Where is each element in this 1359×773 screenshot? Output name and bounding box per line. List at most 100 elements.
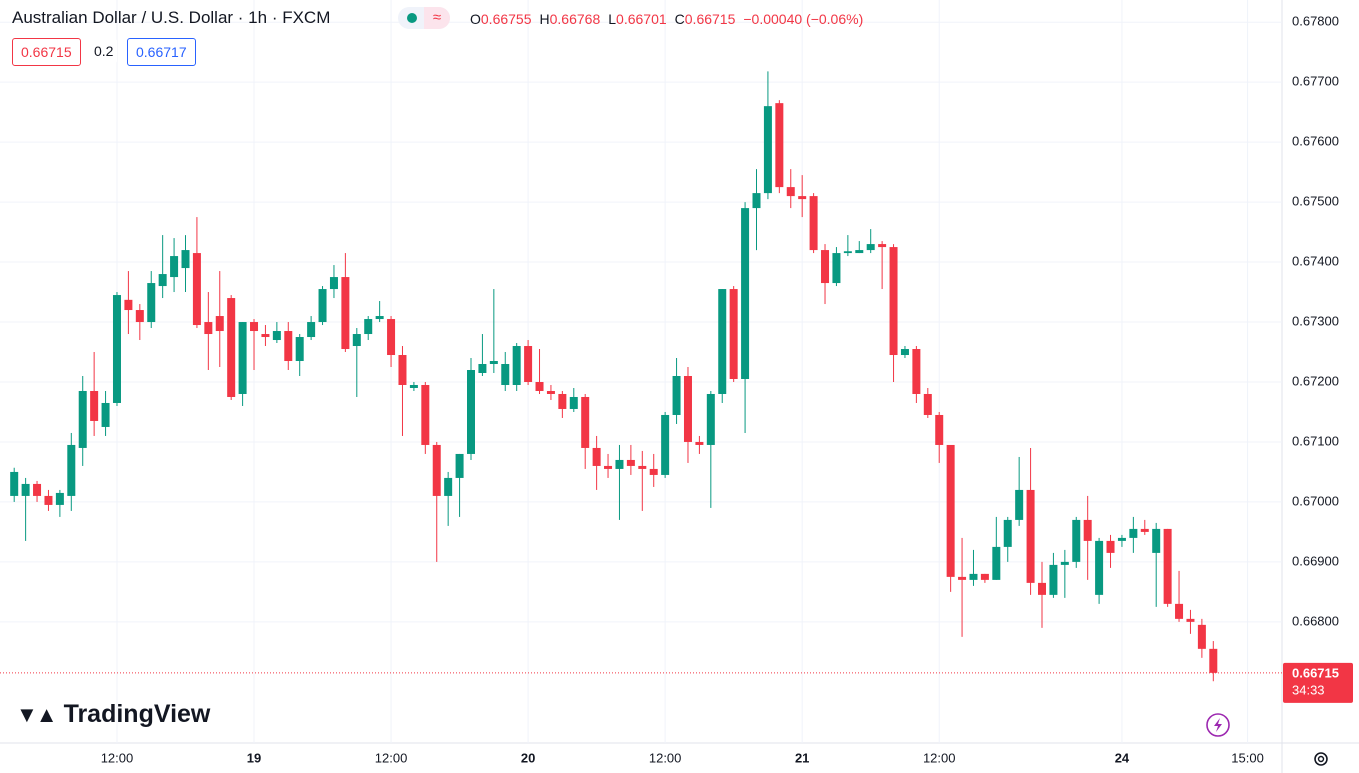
candle-body [364, 319, 373, 335]
candle-body [1049, 564, 1058, 595]
candle-body [546, 390, 555, 394]
candle-body [227, 298, 236, 397]
candle-body [958, 576, 967, 580]
ohlc-value: 0.66701 [616, 11, 667, 27]
candle-body [855, 250, 864, 254]
candle-body [101, 402, 110, 427]
y-tick-label: 0.67600 [1292, 134, 1339, 149]
candle-body [67, 444, 76, 496]
x-tick-label: 12:00 [375, 750, 408, 765]
brand-logo[interactable]: ▼▲ TradingView [16, 700, 210, 729]
ohlc-legend: O0.66755 H0.66768 L0.66701 C0.66715 −0.00040… [470, 11, 871, 27]
candle-body [866, 244, 875, 251]
candle-body [1129, 528, 1138, 538]
status-pill[interactable]: ≈ [398, 7, 450, 29]
candle-body [44, 495, 53, 505]
candle-body [318, 289, 327, 323]
candle-body [307, 322, 316, 338]
candle-body [946, 444, 955, 577]
x-tick-label: 19 [247, 750, 261, 765]
candle-body [832, 253, 841, 284]
candle-body [181, 250, 190, 269]
candle-body [467, 370, 475, 454]
candle-body [238, 322, 247, 394]
candle-body [695, 441, 704, 445]
y-tick-label: 0.67100 [1292, 433, 1339, 448]
brand-mark: ▼▲ [16, 702, 58, 727]
candle-body [683, 375, 692, 442]
lightning-icon[interactable] [1206, 713, 1230, 737]
candle-body [718, 289, 727, 394]
candle-body [1197, 624, 1206, 649]
gear-hub [1317, 755, 1325, 763]
gear [1314, 752, 1328, 766]
candle-body [592, 447, 601, 466]
ohlc-label: C [674, 11, 685, 27]
x-tick-label: 21 [795, 750, 809, 765]
bid-box[interactable]: 0.66715 [12, 38, 81, 66]
candle-body [1083, 519, 1092, 541]
y-tick-label: 0.67400 [1292, 253, 1339, 268]
candle-body [1117, 537, 1126, 541]
candle-body [741, 208, 750, 379]
y-tick-label: 0.67300 [1292, 313, 1339, 328]
candle-body [512, 346, 521, 385]
candle-body [1003, 519, 1012, 547]
candle-body [261, 334, 270, 338]
last-price-label: 0.66715 [1292, 665, 1339, 680]
candle-body [352, 334, 361, 347]
candle-body [889, 247, 898, 356]
candle-body [1209, 648, 1218, 673]
candle-body [604, 465, 613, 469]
candle-body [1095, 540, 1104, 595]
candle-body [455, 453, 464, 478]
candle-body [341, 277, 350, 350]
candle-body [21, 483, 30, 496]
candle-body [900, 349, 909, 356]
candle-body [1186, 618, 1195, 622]
ohlc-value: 0.66755 [480, 11, 532, 27]
candle-body [284, 331, 293, 362]
candle-body [409, 384, 418, 388]
candle-body [923, 393, 932, 415]
brand-name: TradingView [63, 700, 211, 728]
candle-body [878, 244, 887, 248]
ask-box[interactable]: 0.66717 [127, 38, 196, 66]
ohlc-change: −0.00040 (−0.06%) [743, 11, 864, 27]
candle-body [135, 310, 144, 323]
candle-body [78, 390, 87, 448]
x-tick-label: 12:00 [101, 750, 134, 765]
candle-body [432, 444, 441, 496]
status-wave: ≈ [424, 7, 450, 29]
x-tick-label: 20 [521, 750, 535, 765]
candle-body [581, 396, 590, 448]
candle-body [661, 414, 670, 475]
candle-body [615, 459, 624, 469]
ohlc-label: O [470, 11, 481, 27]
icon-ring [1206, 713, 1230, 737]
x-tick-label: 12:00 [923, 750, 956, 765]
candle-body [912, 349, 921, 394]
ohlc-value: 0.66715 [684, 11, 736, 27]
y-tick-label: 0.67000 [1292, 493, 1339, 508]
candle-body [489, 361, 498, 365]
candle-body [375, 316, 384, 320]
status-dot [407, 13, 417, 23]
candle-body [147, 283, 156, 323]
candle-body [421, 384, 430, 445]
candle-body [786, 187, 795, 197]
symbol-title[interactable]: Australian Dollar / U.S. Dollar · 1h · F… [12, 8, 331, 27]
candle-body [1072, 519, 1081, 562]
settings-icon[interactable] [1314, 752, 1328, 766]
candle-body [170, 256, 179, 278]
candle-body [992, 546, 1001, 580]
candle-body [1015, 489, 1024, 520]
y-tick-label: 0.67500 [1292, 194, 1339, 209]
y-tick-label: 0.66800 [1292, 613, 1339, 628]
candle-body [638, 465, 647, 469]
candle-body [124, 299, 133, 311]
candle-body [809, 196, 818, 251]
